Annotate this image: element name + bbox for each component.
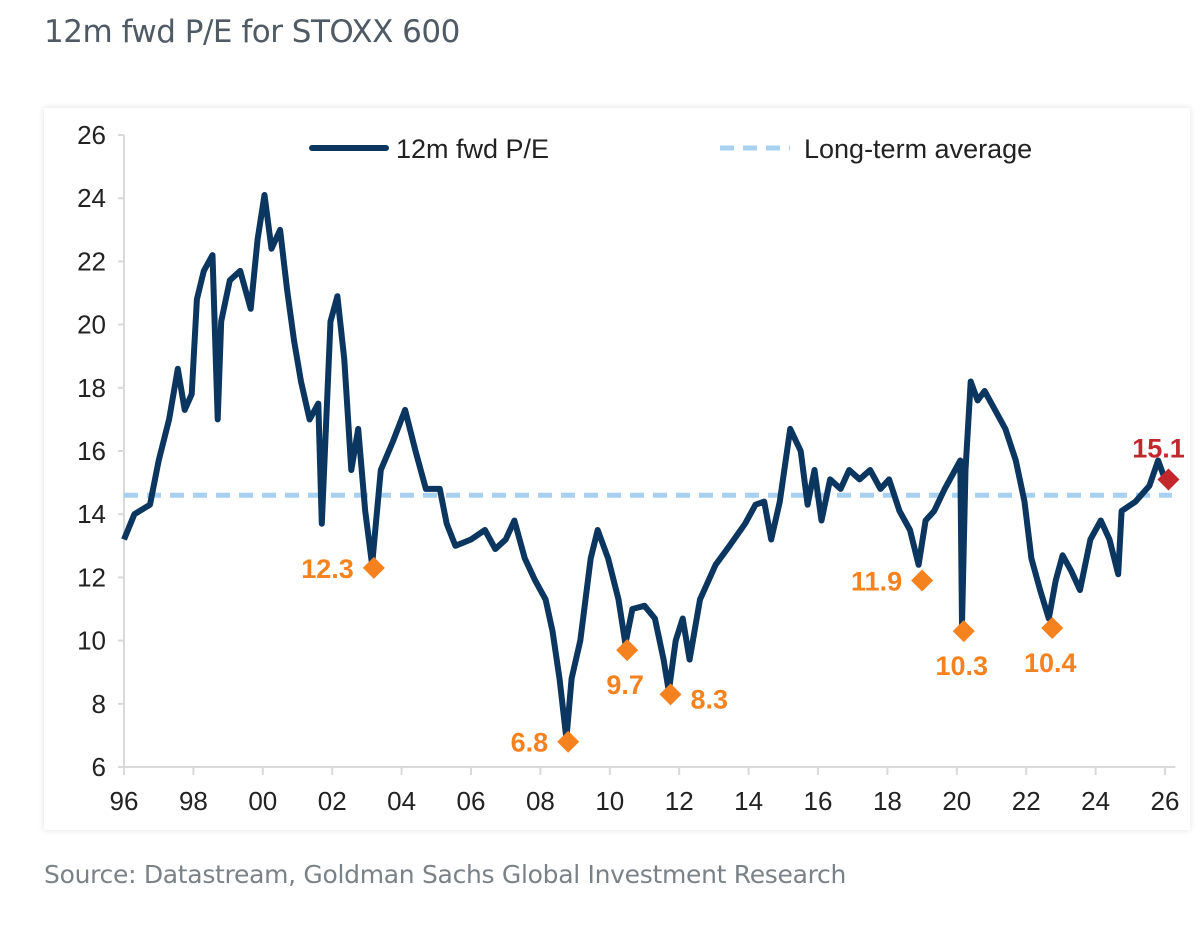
y-tick-label: 14 [77, 499, 106, 529]
y-tick-label: 10 [77, 626, 106, 656]
y-tick-label: 24 [77, 183, 106, 213]
x-tick-label: 14 [734, 786, 763, 816]
x-tick-label: 20 [942, 786, 971, 816]
trough-label: 10.3 [935, 651, 988, 681]
trough-label: 12.3 [301, 554, 354, 584]
x-tick-label: 24 [1081, 786, 1110, 816]
trough-marker [911, 569, 934, 592]
x-tick-label: 08 [526, 786, 555, 816]
pe-series-line [121, 192, 1168, 742]
latest-marker [1157, 468, 1180, 491]
trough-label: 9.7 [606, 670, 644, 700]
chart-card: 6 8 10 12 14 16 18 20 22 24 26 96 98 00 02 04 06 08 10 12 14… [44, 108, 1190, 830]
y-tick-label: 16 [77, 436, 106, 466]
x-tick-label: 04 [387, 786, 416, 816]
trough-label: 6.8 [511, 728, 549, 758]
legend-label-average: Long-term average [804, 134, 1032, 164]
x-tick-label: 02 [318, 786, 347, 816]
trough-marker [362, 556, 385, 579]
y-tick-label: 20 [77, 310, 106, 340]
x-tick-label: 98 [179, 786, 208, 816]
latest-label: 15.1 [1132, 433, 1185, 463]
trough-marker [557, 730, 580, 753]
legend-label-pe: 12m fwd P/E [396, 134, 549, 164]
x-tick-label: 22 [1012, 786, 1041, 816]
trough-marker [616, 639, 639, 662]
chart-title: 12m fwd P/E for STOXX 600 [44, 14, 460, 50]
source-note: Source: Datastream, Goldman Sachs Global… [44, 860, 847, 889]
y-tick-label: 12 [77, 562, 106, 592]
y-tick-label: 6 [92, 752, 106, 782]
y-tick-label: 18 [77, 373, 106, 403]
x-tick-label: 26 [1151, 786, 1180, 816]
trough-marker [659, 683, 682, 706]
x-tick-label: 96 [110, 786, 139, 816]
y-tick-label: 26 [77, 120, 106, 150]
trough-label: 10.4 [1024, 648, 1077, 678]
x-tick-label: 12 [665, 786, 694, 816]
x-tick-label: 00 [248, 786, 277, 816]
y-tick-label: 22 [77, 246, 106, 276]
pe-line-chart: 6 8 10 12 14 16 18 20 22 24 26 96 98 00 02 04 06 08 10 12 14… [77, 120, 1185, 816]
trough-marker [952, 620, 975, 643]
trough-marker [1041, 616, 1064, 639]
trough-label: 11.9 [851, 567, 902, 597]
x-tick-label: 18 [873, 786, 902, 816]
x-tick-label: 10 [595, 786, 624, 816]
x-tick-label: 06 [457, 786, 486, 816]
trough-label: 8.3 [691, 684, 729, 714]
y-tick-label: 8 [92, 689, 106, 719]
x-tick-label: 16 [804, 786, 833, 816]
